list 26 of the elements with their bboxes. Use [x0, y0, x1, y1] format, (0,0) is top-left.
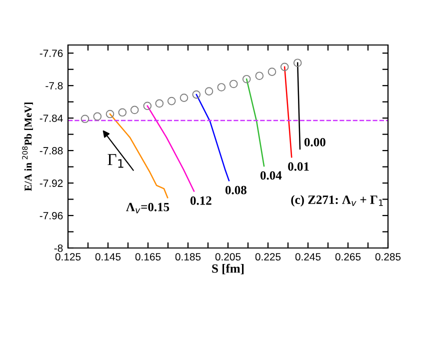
- x-tick-label: 0.145: [95, 253, 121, 261]
- series-label: 0.00: [304, 138, 326, 146]
- x-tick-label: 0.285: [375, 253, 401, 261]
- y-tick-label: -8: [54, 244, 63, 252]
- y-tick-label: -7.92: [40, 180, 63, 187]
- series-label: 0.04: [260, 171, 282, 180]
- y-tick-label: -7.84: [40, 114, 63, 122]
- y-tick-label: -7.76: [40, 50, 63, 57]
- x-tick-label: 0.265: [335, 253, 361, 261]
- y-tick-label: -7.88: [40, 147, 63, 154]
- x-axis-title: S [fm]: [212, 264, 244, 274]
- y-tick-label: -7.96: [40, 212, 63, 220]
- y-axis-title: E/A in $^{208}$Pb [MeV]: [22, 102, 33, 191]
- series-label: Λ$_{v}$=0.15: [126, 202, 170, 214]
- annotation: (c) Z271: Λ$_{v}$ + Γ$_{1}$: [291, 195, 383, 206]
- x-tick-label: 0.205: [215, 253, 241, 261]
- x-tick-label: 0.125: [55, 253, 81, 261]
- x-tick-label: 0.245: [295, 253, 321, 261]
- y-tick-label: -7.8: [46, 82, 63, 90]
- annotation: Γ$_{1}$: [108, 154, 124, 168]
- x-tick-label: 0.165: [135, 253, 161, 261]
- x-tick-label: 0.185: [175, 253, 201, 261]
- series-label: 0.08: [225, 186, 246, 194]
- series-label: 0.12: [190, 196, 212, 205]
- series-label: 0.01: [288, 162, 309, 171]
- x-tick-label: 0.225: [255, 253, 281, 261]
